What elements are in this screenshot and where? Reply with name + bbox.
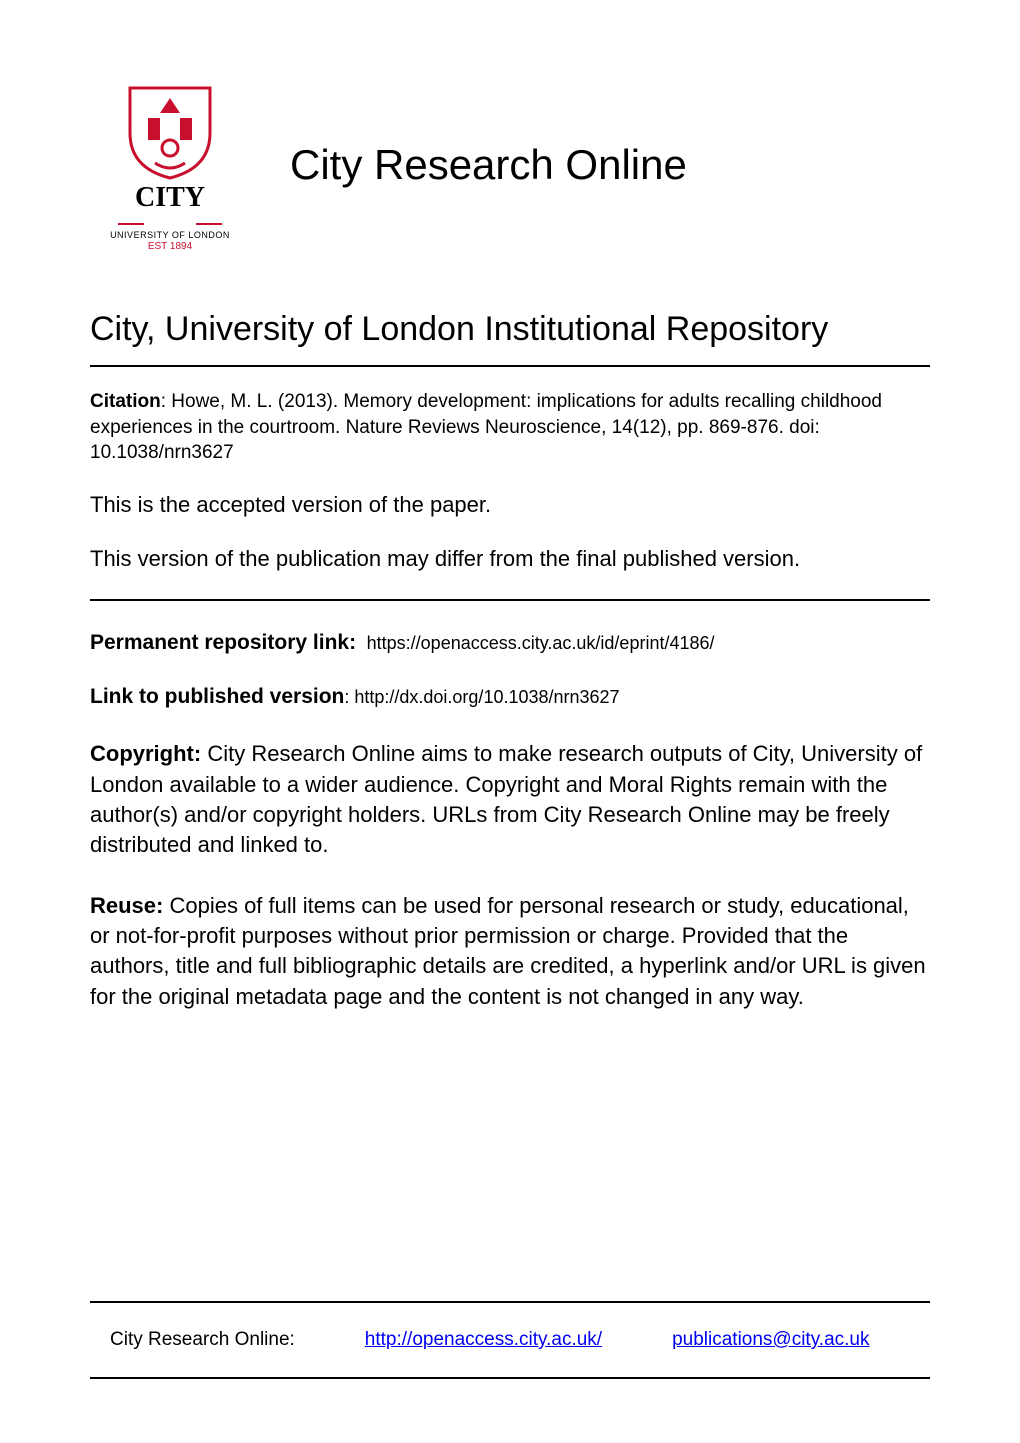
crest-est-label: EST 1894: [148, 241, 192, 252]
divider: [90, 365, 930, 367]
accepted-version-line: This is the accepted version of the pape…: [90, 490, 930, 520]
reuse-block: Reuse: Copies of full items can be used …: [90, 891, 930, 1012]
city-crest-logo: CITY UNIVERSITY OF LONDON EST 1894: [90, 70, 250, 260]
divider: [90, 1301, 930, 1303]
copyright-text: City Research Online aims to make resear…: [90, 741, 922, 857]
reuse-text: Copies of full items can be used for per…: [90, 893, 926, 1009]
permanent-link-value: https://openaccess.city.ac.uk/id/eprint/…: [367, 633, 715, 653]
copyright-label: Copyright:: [90, 741, 201, 766]
footer-email-link[interactable]: publications@city.ac.uk: [672, 1329, 869, 1351]
version-differ-line: This version of the publication may diff…: [90, 544, 930, 574]
header: CITY UNIVERSITY OF LONDON EST 1894 City …: [90, 70, 930, 260]
crest-university-label: UNIVERSITY OF LONDON: [110, 230, 230, 240]
svg-text:CITY: CITY: [135, 182, 205, 213]
crest-svg: CITY: [100, 78, 240, 228]
copyright-block: Copyright: City Research Online aims to …: [90, 739, 930, 860]
footer-label: City Research Online:: [110, 1329, 295, 1351]
reuse-label: Reuse:: [90, 893, 163, 918]
footer-openaccess-link[interactable]: http://openaccess.city.ac.uk/: [365, 1329, 602, 1351]
footer-row: City Research Online: http://openaccess.…: [90, 1317, 930, 1363]
divider: [90, 1377, 930, 1379]
published-version-value: : http://dx.doi.org/10.1038/nrn3627: [344, 687, 619, 707]
divider: [90, 599, 930, 601]
footer: City Research Online: http://openaccess.…: [90, 1287, 930, 1393]
permanent-link-label: Permanent repository link:: [90, 631, 356, 654]
citation-text: : Howe, M. L. (2013). Memory development…: [90, 391, 882, 463]
permanent-link-line: Permanent repository link: https://opena…: [90, 631, 930, 655]
citation-label: Citation: [90, 391, 161, 412]
brand-title: City Research Online: [290, 141, 687, 189]
published-version-label: Link to published version: [90, 685, 344, 708]
citation-block: Citation: Howe, M. L. (2013). Memory dev…: [90, 389, 930, 466]
repository-title: City, University of London Institutional…: [90, 310, 930, 349]
published-version-line: Link to published version: http://dx.doi…: [90, 685, 930, 709]
